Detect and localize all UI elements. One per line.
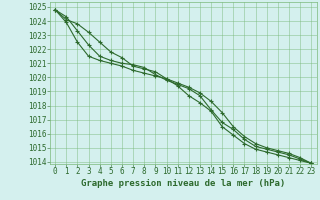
X-axis label: Graphe pression niveau de la mer (hPa): Graphe pression niveau de la mer (hPa) xyxy=(81,179,285,188)
